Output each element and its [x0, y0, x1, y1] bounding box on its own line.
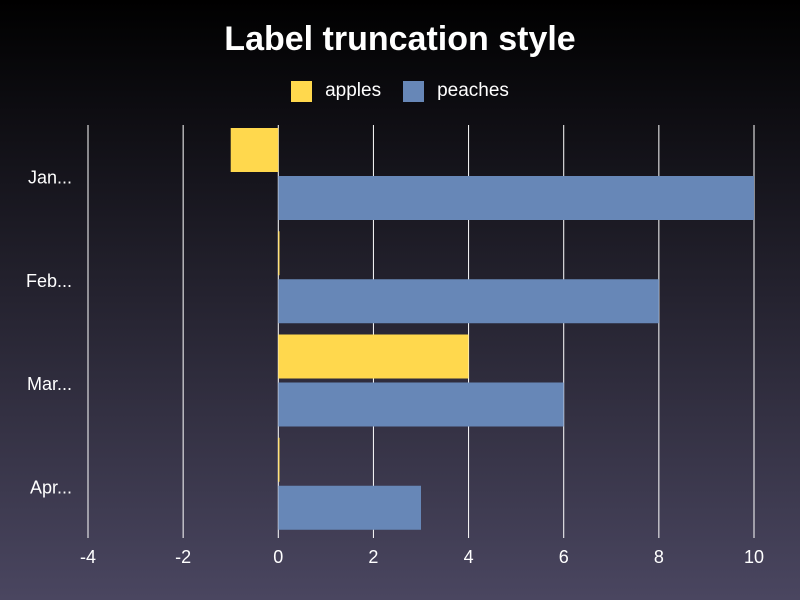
x-tick-label-8: 8 — [654, 547, 664, 567]
legend-label-peaches: peaches — [437, 80, 509, 101]
category-label-0: Jan... — [28, 168, 72, 188]
bar-apples-1 — [278, 231, 280, 276]
x-tick-label--2: -2 — [175, 547, 191, 567]
bar-peaches-3 — [278, 485, 421, 530]
x-tick-label-4: 4 — [464, 547, 474, 567]
x-tick-label-6: 6 — [559, 547, 569, 567]
chart-title: Label truncation style — [224, 20, 576, 58]
bar-peaches-1 — [278, 279, 659, 324]
legend-swatch-apples — [291, 80, 313, 102]
x-tick-label-2: 2 — [368, 547, 378, 567]
bar-peaches-2 — [278, 382, 564, 427]
bar-apples-3 — [278, 437, 280, 482]
category-label-3: Apr... — [30, 477, 72, 497]
bar-apples-2 — [278, 334, 469, 379]
legend-label-apples: apples — [325, 80, 382, 101]
x-tick-label--4: -4 — [80, 547, 96, 567]
x-tick-label-0: 0 — [273, 547, 283, 567]
bar-apples-0 — [230, 128, 279, 172]
x-tick-label-10: 10 — [744, 547, 764, 567]
legend-item-peaches[interactable]: peaches — [403, 80, 509, 102]
legend-item-apples[interactable]: apples — [291, 80, 381, 102]
category-label-2: Mar... — [27, 374, 72, 394]
legend-swatch-peaches — [403, 80, 425, 102]
bar-peaches-0 — [278, 176, 754, 220]
legend: apples peaches — [0, 80, 800, 102]
category-label-1: Feb... — [26, 271, 72, 291]
